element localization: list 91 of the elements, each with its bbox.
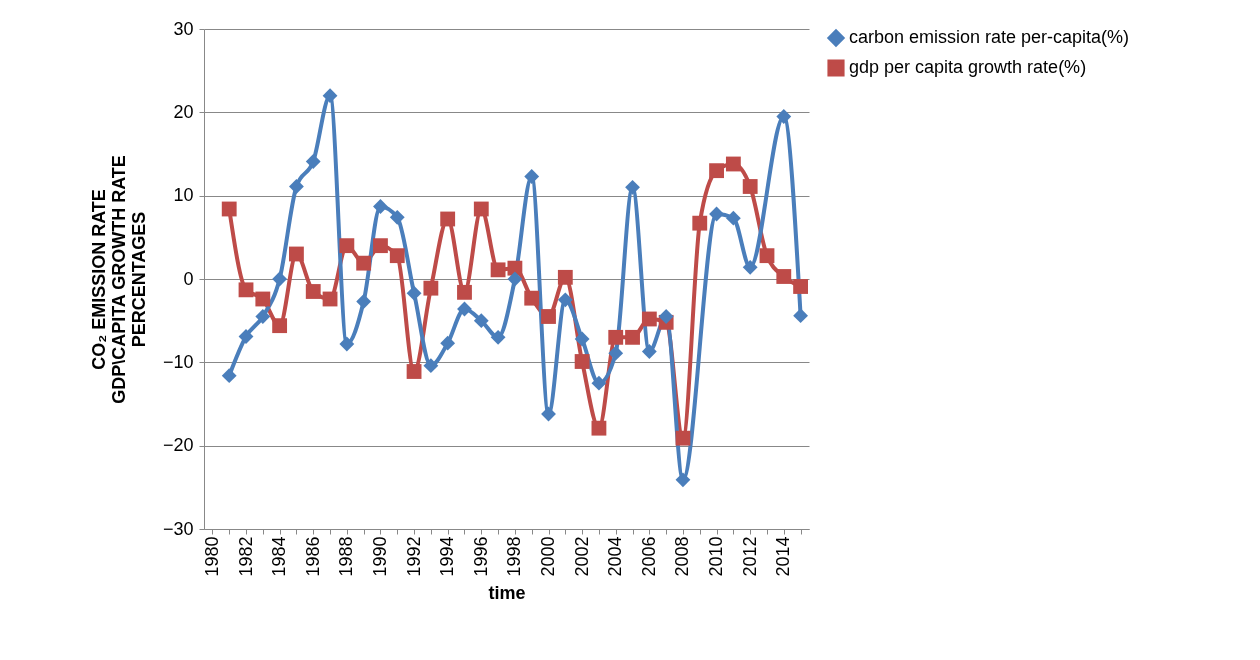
y-tick-label: 30 bbox=[173, 18, 194, 39]
point bbox=[373, 199, 388, 214]
x-tick-label: 1986 bbox=[302, 536, 323, 577]
point bbox=[255, 309, 271, 324]
point bbox=[541, 309, 556, 324]
x-tick-label: 2012 bbox=[739, 536, 760, 577]
point bbox=[473, 201, 489, 217]
point bbox=[776, 269, 792, 284]
point bbox=[658, 309, 674, 324]
point bbox=[457, 284, 472, 300]
point bbox=[692, 215, 708, 231]
point bbox=[709, 163, 724, 179]
point bbox=[373, 238, 388, 254]
point bbox=[574, 331, 590, 347]
point bbox=[339, 238, 355, 254]
point bbox=[339, 336, 355, 352]
x-tick-label: 1992 bbox=[403, 536, 424, 577]
point bbox=[389, 248, 405, 264]
y-tick-label: 20 bbox=[173, 101, 194, 122]
point bbox=[759, 248, 775, 264]
point bbox=[675, 472, 691, 488]
point bbox=[625, 329, 640, 345]
x-tick-label: 2010 bbox=[706, 536, 727, 577]
point bbox=[675, 430, 691, 446]
x-tick-label: 2006 bbox=[638, 536, 659, 577]
y-tick-label: 10 bbox=[173, 185, 194, 206]
point bbox=[507, 260, 523, 276]
x-tick-label: 2000 bbox=[538, 536, 559, 577]
point bbox=[574, 354, 590, 369]
point bbox=[356, 294, 372, 309]
point bbox=[255, 291, 271, 307]
point bbox=[793, 308, 809, 324]
point bbox=[776, 109, 792, 124]
y-tick-label: −10 bbox=[162, 351, 194, 372]
legend-label: gdp per capita growth rate(%) bbox=[849, 57, 1087, 77]
point bbox=[557, 292, 573, 308]
y-tick-label: −30 bbox=[162, 518, 194, 539]
point bbox=[406, 364, 422, 379]
x-tick-label: 1984 bbox=[269, 536, 290, 577]
point bbox=[793, 279, 809, 294]
point bbox=[289, 179, 304, 194]
point bbox=[221, 368, 237, 384]
x-tick-label: 2002 bbox=[571, 536, 592, 577]
point bbox=[423, 280, 439, 296]
point bbox=[591, 375, 607, 391]
point bbox=[507, 271, 523, 287]
point bbox=[608, 329, 624, 345]
x-tick-label: 1990 bbox=[369, 536, 390, 577]
x-tick-label: 1988 bbox=[336, 536, 357, 577]
point bbox=[238, 282, 254, 298]
point bbox=[440, 335, 456, 351]
x-tick-label: 1998 bbox=[504, 536, 525, 577]
point bbox=[423, 358, 439, 374]
point bbox=[608, 345, 624, 361]
point bbox=[440, 211, 456, 227]
point bbox=[524, 290, 540, 306]
y-tick-label: −20 bbox=[162, 435, 194, 456]
x-tick-label: 1994 bbox=[437, 536, 458, 577]
point bbox=[490, 262, 506, 278]
point bbox=[557, 269, 573, 285]
x-tick-label: 1982 bbox=[235, 536, 256, 577]
point bbox=[406, 285, 422, 301]
x-tick-label: 1996 bbox=[470, 536, 491, 577]
point bbox=[641, 311, 657, 327]
point bbox=[389, 209, 405, 225]
point bbox=[742, 259, 758, 275]
x-tick-label: 2008 bbox=[672, 536, 693, 577]
point bbox=[641, 344, 657, 359]
x-axis-title: time bbox=[488, 582, 526, 603]
point bbox=[305, 284, 321, 299]
legend-label: carbon emission rate per-capita(%) bbox=[849, 27, 1130, 47]
point bbox=[725, 210, 741, 226]
point bbox=[305, 154, 321, 169]
point bbox=[473, 313, 489, 329]
x-tick-label: 2014 bbox=[773, 536, 794, 577]
point bbox=[524, 169, 540, 184]
point bbox=[322, 88, 338, 104]
point bbox=[272, 318, 288, 334]
y-tick-label: 0 bbox=[183, 268, 194, 289]
point bbox=[725, 156, 741, 172]
point bbox=[490, 329, 506, 345]
x-tick-label: 2004 bbox=[605, 536, 626, 577]
point bbox=[221, 201, 237, 217]
point bbox=[272, 271, 288, 287]
point bbox=[625, 179, 640, 195]
point bbox=[356, 255, 372, 271]
y-axis-title: CO₂ EMISSION RATE GDP\CAPITA GROWTH RATE PERCENTAGES bbox=[88, 155, 149, 404]
x-tick-label: 1980 bbox=[201, 536, 222, 577]
point bbox=[289, 246, 304, 262]
point bbox=[742, 179, 758, 194]
point bbox=[591, 420, 607, 436]
